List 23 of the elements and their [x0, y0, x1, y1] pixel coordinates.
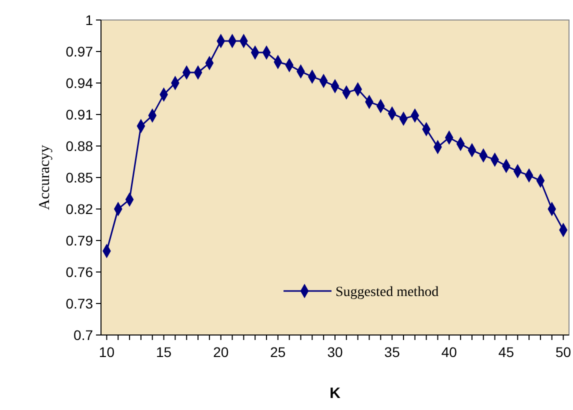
y-axis-title: Accuracyy: [37, 144, 53, 210]
y-tick-label: 0.88: [66, 138, 94, 154]
y-tick-label: 0.79: [66, 232, 94, 248]
x-tick-label: 50: [556, 344, 572, 360]
x-tick-label: 35: [384, 344, 400, 360]
x-tick-label: 30: [327, 344, 343, 360]
x-axis-title: K: [330, 385, 341, 402]
y-tick-label: 0.97: [66, 43, 94, 60]
y-tick-label: 0.82: [66, 200, 94, 217]
x-tick-label: 40: [441, 344, 458, 360]
x-tick-label: 45: [498, 344, 514, 360]
y-tick-label: 0.76: [66, 264, 94, 280]
x-tick-label: 15: [156, 344, 172, 360]
y-tick-label: 0.7: [74, 326, 94, 343]
y-tick-label: 0.91: [66, 106, 94, 122]
legend-label: Suggested method: [336, 284, 439, 300]
x-tick-label: 10: [98, 344, 115, 360]
x-tick-label: 25: [270, 344, 286, 360]
y-tick-label: 0.73: [66, 295, 94, 312]
y-tick-label: 0.85: [66, 169, 94, 186]
y-tick-label: 0.94: [66, 74, 94, 91]
x-tick-label: 20: [213, 344, 229, 360]
y-tick-label: 1: [85, 12, 94, 28]
